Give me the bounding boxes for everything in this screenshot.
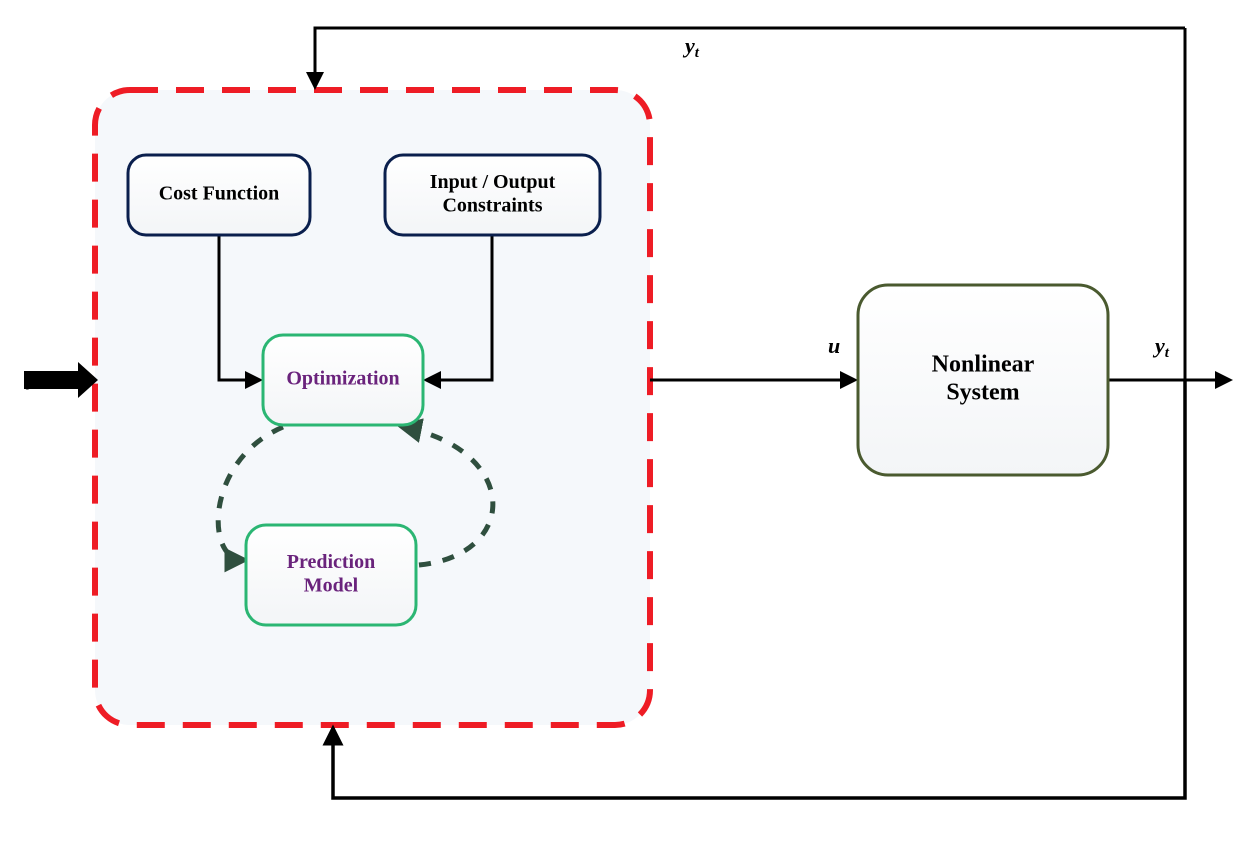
- box-io_constraints-label-1: Constraints: [442, 194, 542, 216]
- box-nonlinear_system-label-1: System: [946, 380, 1019, 406]
- signal-ys: ys: [25, 365, 44, 393]
- svg-text:yt: yt: [1152, 333, 1170, 361]
- box-nonlinear_system-label-0: Nonlinear: [932, 351, 1035, 377]
- control-diagram: Cost Function Input / OutputConstraints Op…: [0, 0, 1247, 849]
- box-optimization: Optimization: [263, 335, 423, 425]
- box-cost_function: Cost Function: [128, 155, 310, 235]
- box-optimization-label-0: Optimization: [286, 368, 399, 390]
- svg-text:ys: ys: [25, 365, 44, 393]
- box-prediction: PredictionModel: [246, 525, 416, 625]
- box-cost_function-label-0: Cost Function: [159, 183, 280, 205]
- arrow-yt-top-into-controller: [315, 28, 1185, 87]
- box-prediction-label-0: Prediction: [287, 551, 376, 573]
- box-io_constraints-label-0: Input / Output: [430, 171, 556, 193]
- svg-text:yt: yt: [682, 33, 700, 61]
- box-io_constraints: Input / OutputConstraints: [385, 155, 600, 235]
- signal-u: u: [828, 333, 840, 358]
- svg-text:u: u: [828, 333, 840, 358]
- box-prediction-label-1: Model: [304, 574, 359, 596]
- signal-yt_right: yt: [1152, 333, 1170, 361]
- signal-yt_top: yt: [682, 33, 700, 61]
- box-nonlinear_system: Nonlinear System: [858, 285, 1108, 475]
